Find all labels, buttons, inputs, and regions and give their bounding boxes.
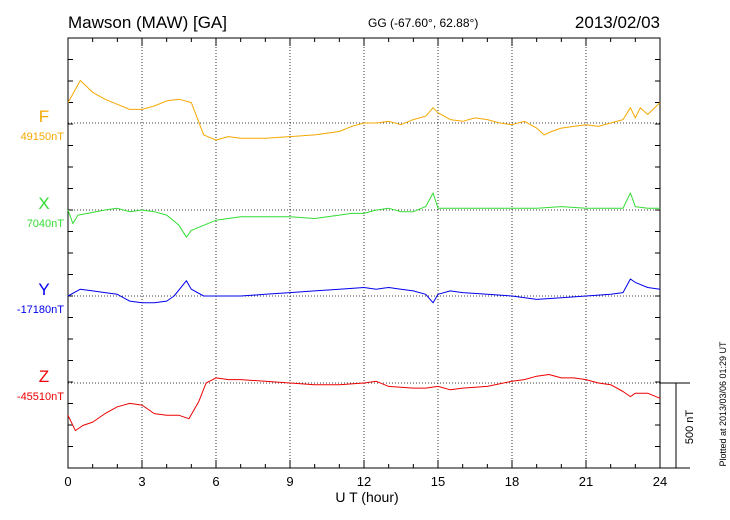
station-coords: GG (-67.60°, 62.88°) [368, 16, 478, 30]
x-tick-label-3: 3 [138, 474, 145, 489]
series-baseline-y: -17180nT [17, 304, 64, 316]
station-title: Mawson (MAW) [GA] [68, 13, 227, 32]
series-baseline-x: 7040nT [27, 218, 65, 230]
x-tick-label-24: 24 [653, 474, 667, 489]
scale-bar-label: 500 nT [684, 410, 696, 445]
series-line-f [67, 80, 661, 141]
series-name-f: F [39, 107, 49, 126]
series-labels: F 49150nT X 7040nT Y -17180nT Z -45510nT [17, 107, 64, 403]
series-name-x: X [38, 194, 49, 213]
series-name-y: Y [38, 280, 49, 299]
tick-marks [67, 38, 661, 468]
series-line-y [67, 278, 661, 304]
series-line-x [67, 192, 660, 238]
series-name-z: Z [39, 367, 49, 386]
plotted-timestamp: Plotted at 2013/03/06 01:29 UT [718, 341, 728, 467]
plot-date: 2013/02/03 [575, 13, 660, 32]
series-baseline-z: -45510nT [17, 391, 64, 403]
plot-frame [67, 37, 661, 469]
series-lines [67, 80, 661, 432]
vertical-grid [141, 38, 587, 468]
x-axis-label: U T (hour) [335, 489, 398, 505]
x-tick-label-0: 0 [64, 474, 71, 489]
series-baseline-f: 49150nT [21, 131, 65, 143]
x-tick-label-21: 21 [579, 474, 593, 489]
x-tick-label-15: 15 [431, 474, 445, 489]
x-tick-label-18: 18 [505, 474, 519, 489]
x-tick-labels: 0 3 6 9 12 15 18 21 24 [64, 474, 667, 489]
x-tick-label-6: 6 [212, 474, 219, 489]
x-tick-label-9: 9 [286, 474, 293, 489]
x-tick-label-12: 12 [357, 474, 371, 489]
scale-bar: 500 nT [660, 382, 696, 469]
series-line-z [67, 374, 661, 432]
